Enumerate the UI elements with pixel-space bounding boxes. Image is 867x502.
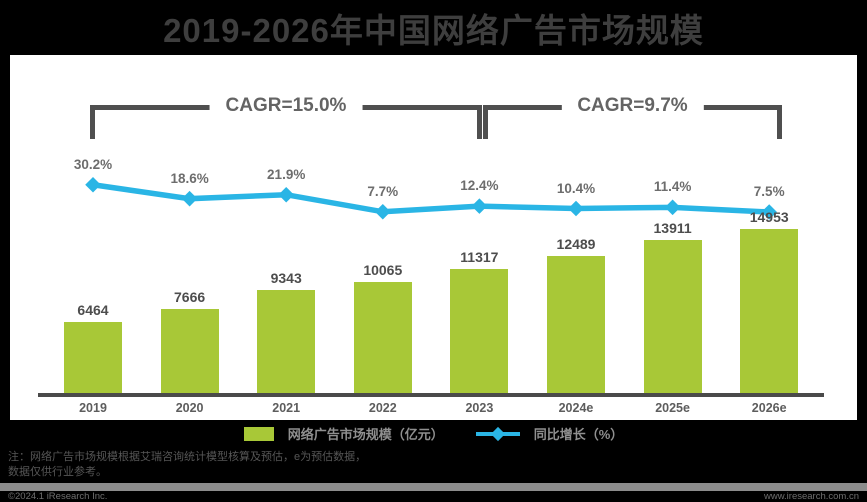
footnote: 注：网络广告市场规模根据艾瑞咨询统计模型核算及预估，e为预估数据， 数据仅供行业… (8, 450, 366, 480)
growth-line-chart (85, 176, 777, 220)
bar-2022 (353, 282, 412, 393)
title-band: 2019-2026年中国网络广告市场规模 (0, 0, 867, 55)
page-title: 2019-2026年中国网络广告市场规模 (163, 11, 704, 49)
growth-label-2021: 21.9% (267, 166, 306, 182)
x-axis-label-2019: 2019 (79, 401, 107, 415)
legend-bar-label: 网络广告市场规模（亿元） (287, 427, 444, 442)
bar-value-2026e: 14953 (749, 209, 789, 225)
cagr-bracket-left: CAGR=15.0% (90, 92, 482, 139)
footnote-line-2: 数据仅供行业参考。 (8, 466, 107, 478)
growth-label-2020: 18.6% (170, 170, 209, 186)
x-axis-label-2024e: 2024e (558, 401, 594, 415)
bar-2026e (740, 229, 799, 393)
data-point-marker-icon (85, 176, 101, 193)
footnote-line-1: 注：网络广告市场规模根据艾瑞咨询统计模型核算及预估，e为预估数据， (8, 451, 367, 463)
x-axis-label-2025e: 2025e (655, 401, 690, 415)
bar-value-2023: 11317 (460, 249, 499, 265)
x-axis-line (38, 393, 824, 397)
growth-label-2023: 12.4% (460, 178, 499, 194)
bar-value-2025e: 13911 (653, 220, 692, 236)
data-point-marker-icon (761, 204, 777, 220)
data-point-marker-icon (664, 199, 681, 216)
legend: 网络广告市场规模（亿元） 同比增长（%） (0, 424, 867, 443)
cagr-bracket-right: CAGR=9.7% (483, 92, 782, 139)
bar-2024e (547, 256, 605, 393)
growth-label-2025e: 11.4% (653, 179, 692, 195)
bar-value-2021: 9343 (270, 270, 302, 286)
bar-value-2020: 7666 (174, 289, 206, 305)
bar-2023 (450, 269, 509, 393)
x-axis-label-2022: 2022 (368, 401, 397, 415)
legend-line-swatch (475, 426, 520, 441)
x-axis-label-2023: 2023 (465, 401, 494, 415)
growth-label-2022: 7.7% (367, 183, 399, 199)
bar-2025e (643, 240, 702, 393)
bar-value-2022: 10065 (363, 262, 403, 278)
growth-line (92, 182, 770, 215)
diamond-marker-icon (490, 426, 505, 441)
divider-bar (0, 483, 867, 491)
x-axis-label-2021: 2021 (272, 401, 301, 415)
data-point-marker-icon (568, 200, 584, 217)
data-point-marker-icon (278, 186, 294, 203)
x-axis-label-2020: 2020 (175, 401, 204, 415)
data-point-marker-icon (181, 190, 198, 207)
bar-value-2019: 6464 (77, 302, 109, 318)
bar-value-2024e: 12489 (556, 236, 596, 252)
legend-line-label: 同比增长（%） (533, 427, 624, 442)
x-axis-label-2026e: 2026e (751, 401, 787, 415)
website-text: www.iresearch.com.cn (763, 491, 859, 502)
footer: ©2024.1 iResearch Inc. www.iresearch.com… (0, 491, 867, 502)
bar-2021 (257, 290, 316, 393)
growth-label-2024e: 10.4% (556, 180, 596, 196)
cagr-label-right: CAGR=9.7% (561, 92, 704, 120)
bar-2020 (160, 309, 219, 393)
data-point-marker-icon (471, 198, 488, 214)
growth-label-2026e: 7.5% (753, 184, 785, 199)
growth-label-2019: 30.2% (73, 156, 113, 172)
bar-2019 (64, 322, 122, 393)
legend-bar-swatch (243, 426, 274, 441)
copyright-text: ©2024.1 iResearch Inc. (8, 491, 108, 502)
chart-panel: CAGR=15.0% CAGR=9.7% 6464 2019 30.2% 7666 20… (10, 55, 857, 420)
cagr-label-left: CAGR=15.0% (209, 92, 363, 120)
data-point-marker-icon (375, 203, 391, 220)
